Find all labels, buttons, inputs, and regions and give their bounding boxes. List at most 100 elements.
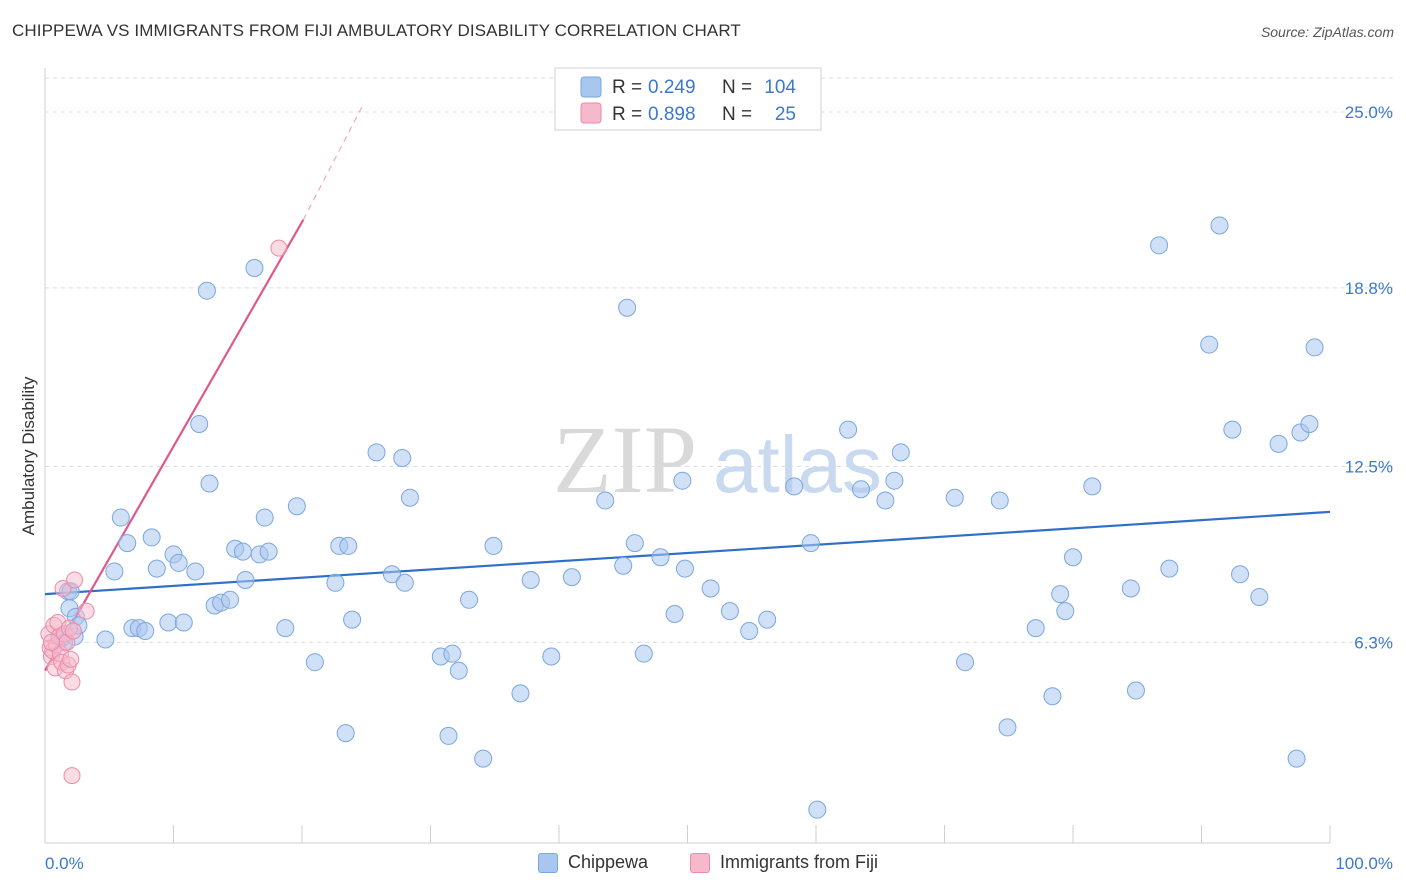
legend-r-label: R = (612, 77, 642, 98)
source-credit: Source: ZipAtlas.com (1260, 24, 1394, 40)
chippewa-point (305, 653, 324, 672)
chippewa-point (393, 449, 412, 468)
chippewa-point (197, 281, 216, 300)
chippewa-point (443, 644, 462, 663)
chippewa-point (1121, 579, 1140, 598)
legend-label-fiji: Immigrants from Fiji (720, 852, 879, 872)
chippewa-point (287, 497, 306, 516)
y-tick-label: 18.8% (1345, 279, 1393, 298)
chippewa-point (169, 553, 188, 572)
chippewa-point (439, 726, 458, 745)
legend-item-chippewa[interactable]: Chippewa (538, 852, 648, 873)
chippewa-point (956, 653, 975, 672)
legend-item-fiji[interactable]: Immigrants from Fiji (690, 852, 878, 873)
chippewa-point (511, 684, 530, 703)
chippewa-point (474, 749, 493, 768)
chippewa-point (326, 573, 345, 592)
chippewa-point (1051, 585, 1070, 604)
chippewa-point (276, 619, 295, 638)
chippewa-point (395, 573, 414, 592)
legend-swatch-fiji (580, 102, 602, 124)
chippewa-point (521, 570, 540, 589)
fiji-point (54, 579, 72, 597)
chippewa-point (200, 474, 219, 493)
chippewa-point (885, 471, 904, 490)
chippewa-point (259, 542, 278, 561)
y-tick-labels: 6.3% 12.5% 18.8% 25.0% (1345, 103, 1393, 652)
legend-r-label: R = (612, 104, 642, 125)
fiji-trend-extension (302, 103, 365, 221)
fiji-point (66, 571, 84, 589)
chippewa-point (1064, 548, 1082, 567)
chippewa-point (701, 579, 720, 598)
chippewa-point (484, 536, 503, 555)
chippewa-point (876, 491, 895, 510)
chippewa-points (51, 216, 1324, 819)
fiji-point (63, 673, 81, 691)
fiji-point (64, 622, 82, 640)
chippewa-point (105, 562, 124, 581)
watermark-zip: ZIP (553, 406, 697, 513)
legend-bottom: Chippewa Immigrants from Fiji (0, 848, 1406, 880)
legend-top: R = 0.249 N = 104 R = 0.898 N = 25 (554, 67, 822, 131)
chippewa-point (190, 414, 209, 433)
chippewa-point (236, 570, 255, 589)
chippewa-point (945, 488, 964, 507)
chippewa-point (460, 590, 479, 609)
chippewa-point (111, 508, 130, 527)
chippewa-point (562, 568, 581, 587)
chippewa-point (625, 534, 644, 553)
x-tick-label: 0.0% (45, 854, 84, 873)
chippewa-point (998, 718, 1017, 737)
chippewa-point (255, 508, 274, 527)
chippewa-point (96, 630, 115, 649)
fiji-point (270, 239, 288, 257)
y-tick-label: 12.5% (1345, 458, 1393, 477)
chippewa-point (118, 534, 137, 553)
chippewa-point (1150, 236, 1169, 255)
chippewa-point (336, 724, 355, 743)
chippewa-point (1043, 687, 1062, 706)
chippewa-point (343, 610, 362, 629)
chippewa-point (1083, 477, 1102, 496)
chippewa-point (1160, 559, 1179, 578)
chippewa-point (1056, 602, 1075, 621)
legend-n-value: 104 (764, 77, 796, 98)
chippewa-point (367, 443, 386, 462)
chippewa-point (147, 559, 166, 578)
y-tick-label: 6.3% (1354, 633, 1393, 652)
chart-title: CHIPPEWA VS IMMIGRANTS FROM FIJI AMBULAT… (12, 21, 741, 40)
fiji-point (42, 633, 60, 651)
chippewa-point (596, 491, 615, 510)
chippewa-point (839, 420, 858, 439)
chippewa-point (186, 562, 205, 581)
trend-lines (44, 103, 1331, 672)
chippewa-point (339, 536, 358, 555)
chippewa-point (1126, 681, 1145, 700)
chippewa-point (1300, 414, 1319, 433)
chippewa-point (233, 542, 252, 561)
chippewa-point (1231, 565, 1250, 584)
legend-n-value: 25 (775, 104, 796, 125)
axes (44, 68, 1331, 844)
chippewa-point (851, 480, 870, 499)
chippewa-point (1223, 420, 1242, 439)
chippewa-point (808, 800, 827, 819)
chippewa-point (142, 528, 161, 547)
chippewa-point (758, 610, 777, 629)
x-tick-labels: 0.0% 100.0% (45, 854, 1393, 873)
chippewa-point (990, 491, 1009, 510)
chippewa-point (159, 613, 178, 632)
chippewa-point (1305, 338, 1324, 357)
chippewa-point (618, 298, 637, 317)
chippewa-point (400, 488, 419, 507)
fiji-points (40, 239, 288, 785)
y-tick-label: 25.0% (1345, 103, 1393, 122)
x-tick-label: 100.0% (1335, 854, 1393, 873)
chippewa-point (665, 604, 684, 623)
chippewa-point (1200, 335, 1219, 354)
chippewa-point (1269, 434, 1288, 453)
chippewa-trend-line (44, 510, 1331, 596)
chippewa-point (221, 590, 240, 609)
